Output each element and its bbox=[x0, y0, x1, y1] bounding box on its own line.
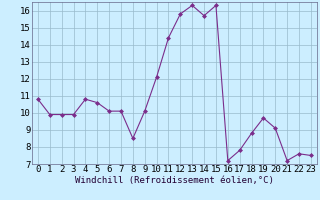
X-axis label: Windchill (Refroidissement éolien,°C): Windchill (Refroidissement éolien,°C) bbox=[75, 176, 274, 185]
